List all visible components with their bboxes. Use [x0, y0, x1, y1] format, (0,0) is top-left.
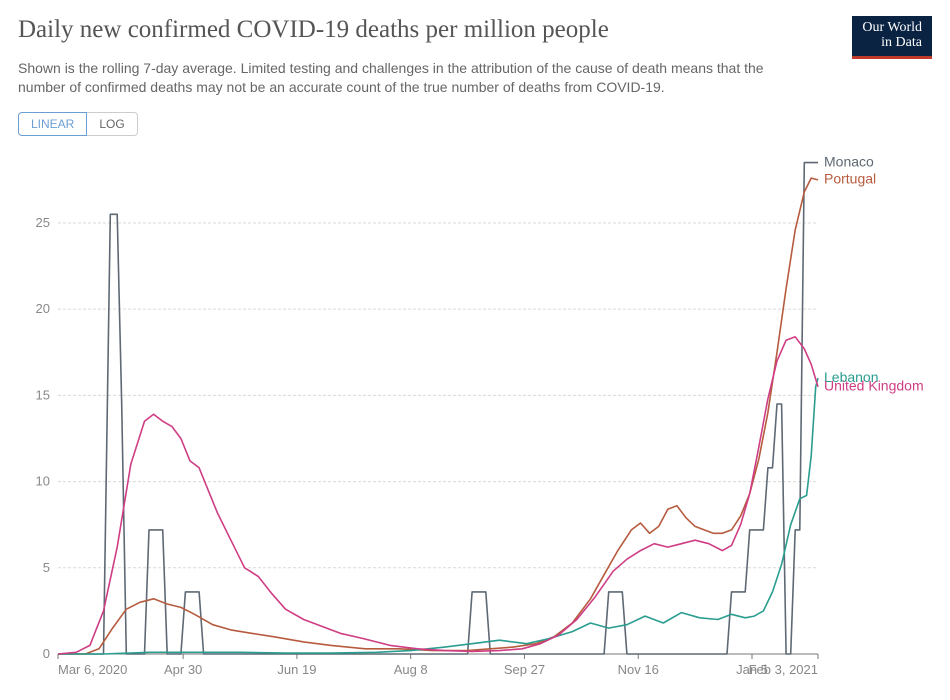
svg-text:Jun 19: Jun 19	[277, 662, 316, 677]
svg-text:10: 10	[36, 474, 50, 489]
chart-subtitle: Shown is the rolling 7-day average. Limi…	[18, 59, 778, 98]
chart-svg: 0 5 10 15 20 25 Mar 6, 2020 Apr 30 Jun 19 Aug 8 Se…	[18, 144, 928, 684]
linear-button[interactable]: LINEAR	[18, 112, 87, 136]
log-button[interactable]: LOG	[86, 112, 137, 136]
svg-text:Feb 3, 2021: Feb 3, 2021	[749, 662, 818, 677]
svg-text:Nov 16: Nov 16	[618, 662, 659, 677]
svg-text:5: 5	[43, 560, 50, 575]
svg-text:United Kingdom: United Kingdom	[824, 377, 924, 393]
chart-area: 0 5 10 15 20 25 Mar 6, 2020 Apr 30 Jun 19 Aug 8 Se…	[18, 144, 932, 684]
svg-text:0: 0	[43, 646, 50, 661]
svg-text:Monaco: Monaco	[824, 153, 874, 169]
svg-text:20: 20	[36, 301, 50, 316]
svg-text:Apr 30: Apr 30	[164, 662, 202, 677]
svg-text:25: 25	[36, 215, 50, 230]
svg-text:Aug 8: Aug 8	[394, 662, 428, 677]
svg-text:15: 15	[36, 387, 50, 402]
owid-logo: Our World in Data	[852, 16, 932, 59]
svg-text:Sep 27: Sep 27	[504, 662, 545, 677]
chart-title: Daily new confirmed COVID-19 deaths per …	[18, 16, 609, 44]
scale-toggle: LINEAR LOG	[18, 112, 138, 136]
svg-text:Portugal: Portugal	[824, 171, 876, 187]
svg-text:Mar 6, 2020: Mar 6, 2020	[58, 662, 127, 677]
